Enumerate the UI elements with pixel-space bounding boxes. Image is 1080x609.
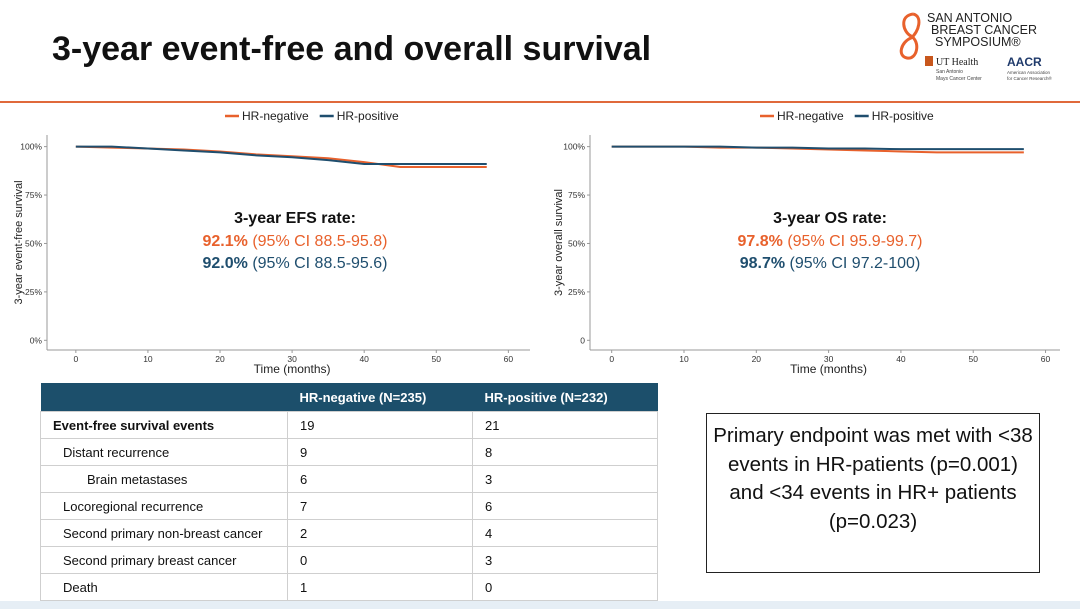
header-row: HR-negative (N=235) HR-positive (N=232) <box>40 383 658 412</box>
rate-ci: (95% CI 88.5-95.8) <box>252 233 387 250</box>
row-label: Death <box>40 573 288 601</box>
survival-curve <box>611 145 1024 151</box>
header-cell: HR-negative (N=235) <box>287 383 473 412</box>
logo-text: American Association <box>1007 70 1051 75</box>
x-tick-label: 30 <box>287 354 297 364</box>
legend-label: HR-negative <box>777 109 844 123</box>
y-tick-label: 25% <box>568 287 585 297</box>
cell: 1 <box>287 573 473 601</box>
rate-ci: (95% CI 95.9-99.7) <box>787 233 922 250</box>
survival-curve <box>75 145 487 166</box>
y-tick-label: 100% <box>20 142 42 152</box>
x-tick-label: 20 <box>215 354 225 364</box>
cell: 19 <box>287 411 473 439</box>
x-axis-label: Time (months) <box>790 362 867 376</box>
row: Second primary breast cancer 0 3 <box>40 546 658 574</box>
cell: 0 <box>472 573 658 601</box>
y-tick-label: 0% <box>30 335 43 345</box>
logo-text: AACR <box>1007 55 1042 69</box>
y-tick-label: 100% <box>563 142 585 152</box>
rate-ci: (95% CI 88.5-95.6) <box>252 255 387 272</box>
cell: 3 <box>472 546 658 574</box>
logo-text: San Antonio <box>936 69 963 75</box>
ut-badge <box>925 56 933 66</box>
logo-mark <box>899 12 921 60</box>
slide-title: 3-year event-free and overall survival <box>52 30 652 68</box>
events-table: HR-negative (N=235) HR-positive (N=232) E… <box>40 383 658 601</box>
row: Event-free survival events 19 21 <box>40 411 658 439</box>
y-axis-label: 3-year overall survival <box>553 189 565 296</box>
x-tick-label: 60 <box>504 354 514 364</box>
cell: 6 <box>472 492 658 520</box>
x-tick-label: 0 <box>609 354 614 364</box>
annotation-title: 3-year OS rate: <box>773 210 887 227</box>
x-tick-label: 20 <box>752 354 762 364</box>
y-tick-label: 25% <box>25 287 42 297</box>
y-tick-label: 50% <box>25 238 42 248</box>
x-tick-label: 10 <box>143 354 153 364</box>
row-label: Brain metastases <box>40 465 288 493</box>
header-cell <box>40 383 288 412</box>
row: Locoregional recurrence 7 6 <box>40 492 658 520</box>
logo: SAN ANTONIO BREAST CANCER SYMPOSIUM® UT … <box>899 11 1053 82</box>
x-tick-label: 50 <box>432 354 442 364</box>
rate-value: 92.0% <box>202 255 247 272</box>
cell: 7 <box>287 492 473 520</box>
legend-label: HR-negative <box>242 109 309 123</box>
cell: 4 <box>472 519 658 547</box>
x-tick-label: 60 <box>1041 354 1051 364</box>
footer-band <box>0 601 1080 609</box>
logo-text: UT Health <box>936 57 978 68</box>
cell: 8 <box>472 438 658 466</box>
row-label: Second primary breast cancer <box>40 546 288 574</box>
title-rule <box>0 101 1080 103</box>
x-tick-label: 40 <box>359 354 369 364</box>
annotation-title: 3-year EFS rate: <box>234 210 356 227</box>
row-label: Second primary non-breast cancer <box>40 519 288 547</box>
x-tick-label: 0 <box>73 354 78 364</box>
cell: 0 <box>287 546 473 574</box>
y-tick-label: 0 <box>580 335 585 345</box>
cell: 2 <box>287 519 473 547</box>
y-axis-label: 3-year event-free survival <box>13 180 25 304</box>
rate-value: 98.7% <box>740 255 785 272</box>
row: Second primary non-breast cancer 2 4 <box>40 519 658 547</box>
row: Brain metastases 6 3 <box>40 465 658 493</box>
cell: 6 <box>287 465 473 493</box>
y-tick-label: 75% <box>568 190 585 200</box>
header-cell: HR-positive (N=232) <box>472 383 658 412</box>
y-tick-label: 75% <box>25 190 42 200</box>
cell: 9 <box>287 438 473 466</box>
legend-label: HR-positive <box>872 109 934 123</box>
legend-label: HR-positive <box>337 109 399 123</box>
x-tick-label: 10 <box>679 354 689 364</box>
logo-text: BREAST CANCER <box>931 23 1037 37</box>
row: Death 1 0 <box>40 573 658 601</box>
callout: Primary endpoint was met with <38 events… <box>706 413 1040 573</box>
annotation-rate: 92.0% (95% CI 88.5-95.6) <box>202 255 387 272</box>
annotation-rate: 92.1% (95% CI 88.5-95.8) <box>202 233 387 250</box>
logo-text: SYMPOSIUM® <box>935 35 1021 49</box>
x-tick-label: 30 <box>824 354 834 364</box>
x-tick-label: 50 <box>968 354 978 364</box>
annotation-rate: 98.7% (95% CI 97.2-100) <box>740 255 921 272</box>
rate-value: 92.1% <box>202 233 247 250</box>
logo-text: SAN ANTONIO <box>927 11 1012 25</box>
annotation-rate: 97.8% (95% CI 95.9-99.7) <box>737 233 922 250</box>
y-tick-label: 50% <box>568 238 585 248</box>
row: Distant recurrence 9 8 <box>40 438 658 466</box>
row-label: Locoregional recurrence <box>40 492 288 520</box>
cell: 3 <box>472 465 658 493</box>
cell: 21 <box>472 411 658 439</box>
row-label: Distant recurrence <box>40 438 288 466</box>
row-label: Event-free survival events <box>40 411 288 439</box>
rate-value: 97.8% <box>737 233 782 250</box>
x-tick-label: 40 <box>896 354 906 364</box>
logo-text: Mays Cancer Center <box>936 76 982 82</box>
x-axis-label: Time (months) <box>254 362 331 376</box>
rate-ci: (95% CI 97.2-100) <box>790 255 921 272</box>
logo-text: for Cancer Research® <box>1007 75 1053 81</box>
